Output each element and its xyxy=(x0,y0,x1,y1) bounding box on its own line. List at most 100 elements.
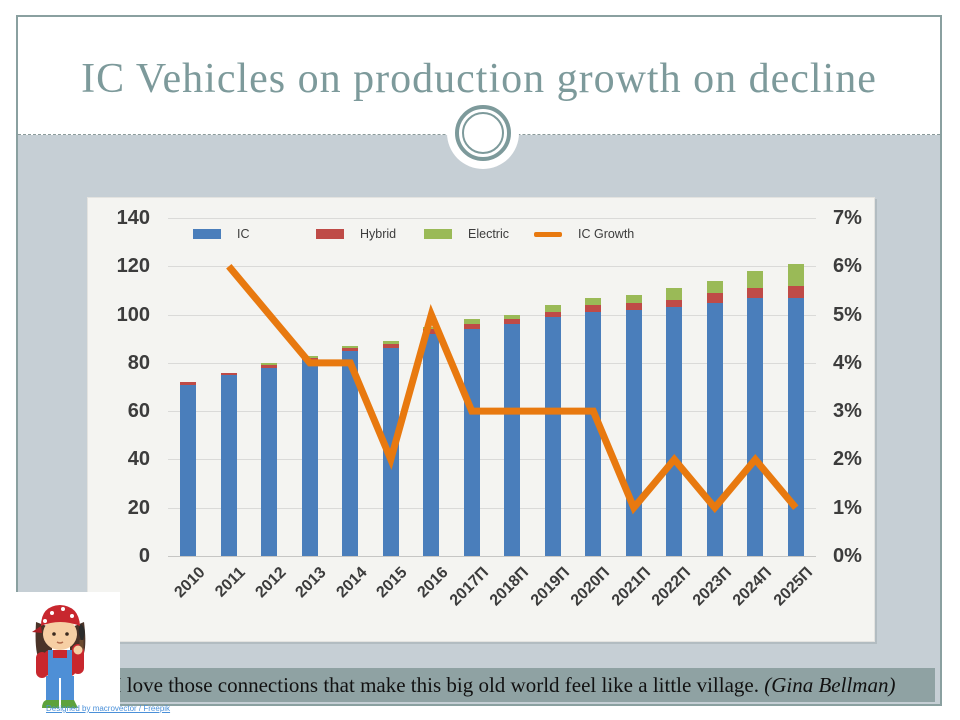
gridline xyxy=(168,218,816,219)
bar-2024П-hybrid xyxy=(747,288,764,298)
bar-2014-hybrid xyxy=(342,348,359,351)
bar-2015-hybrid xyxy=(382,343,399,349)
legend-label: IC Growth xyxy=(578,227,635,241)
legend-item-hybrid: Hybrid xyxy=(316,227,396,241)
bar-2023П-electric xyxy=(706,280,723,293)
y-axis-label-left: 60 xyxy=(127,400,150,423)
gardener-illustration xyxy=(8,592,120,712)
x-axis-label: 2012 xyxy=(252,564,290,602)
x-axis-label: 2024П xyxy=(729,564,776,610)
y-axis-label-right: 2% xyxy=(833,448,862,471)
bar-2012-ic xyxy=(261,367,278,556)
x-axis-label: 2025П xyxy=(770,564,816,610)
chart-plot-area xyxy=(168,218,816,557)
bar-2021П-electric xyxy=(625,295,642,303)
y-axis-label-right: 0% xyxy=(833,545,862,567)
y-axis-label-left: 40 xyxy=(127,448,150,471)
gridline xyxy=(168,362,816,364)
y-axis-label-left: 100 xyxy=(116,303,150,326)
bar-2024П-electric xyxy=(747,271,764,289)
y-axis-label-right: 6% xyxy=(833,255,862,278)
legend-item-ic: IC xyxy=(193,227,250,241)
chart-panel: 0 0% 20 1% 40 2% 60 3% 80 4% 100 5% 120 6% 140 7% 2010 20… xyxy=(87,197,875,642)
legend-swatch-icon xyxy=(316,229,344,239)
bar-2018П-hybrid xyxy=(504,319,521,325)
gridline xyxy=(168,556,816,557)
attribution-link[interactable]: Designed by macrovector / Freepik xyxy=(46,704,171,713)
bar-2013-electric xyxy=(301,355,318,359)
y-axis-label-right: 7% xyxy=(833,207,862,229)
bar-2014-electric xyxy=(342,345,359,349)
gridline xyxy=(168,459,816,461)
legend-swatch-icon xyxy=(534,231,562,237)
bar-2020П-electric xyxy=(585,297,602,305)
bar-2013-ic xyxy=(301,360,318,556)
slide-title: IC Vehicles on production growth on decl… xyxy=(81,56,877,102)
x-axis-label: 2013 xyxy=(292,564,330,602)
legend-label: Hybrid xyxy=(360,227,397,241)
y-axis-label-left: 120 xyxy=(116,255,150,278)
x-axis-label: 2010 xyxy=(171,564,209,602)
gardener-girl-icon xyxy=(32,605,86,708)
quote-body: I love those connections that make this … xyxy=(114,672,765,697)
x-axis-label: 2011 xyxy=(212,564,249,601)
bar-2012-hybrid xyxy=(261,365,278,368)
x-axis-label: 2017П xyxy=(446,564,492,610)
growth-line xyxy=(226,264,799,515)
y-axis-label-right: 5% xyxy=(833,303,862,326)
bar-2025П-electric xyxy=(787,263,804,286)
bar-2018П-ic xyxy=(504,324,521,556)
x-axis-label: 2018П xyxy=(486,564,533,610)
bar-2022П-ic xyxy=(666,307,683,556)
bar-2021П-hybrid xyxy=(625,302,642,310)
bar-2017П-electric xyxy=(463,319,480,325)
bar-2022П-hybrid xyxy=(666,300,683,308)
x-axis-label: 2014 xyxy=(333,564,371,602)
legend-label: IC xyxy=(237,227,250,241)
bar-2016-hybrid xyxy=(423,329,440,334)
x-axis-label: 2023П xyxy=(689,564,735,610)
gridline xyxy=(168,314,816,316)
bar-2019П-hybrid xyxy=(544,312,561,317)
gridline xyxy=(168,266,816,268)
gridline xyxy=(168,507,816,509)
y-axis-label-left: 80 xyxy=(127,351,150,374)
bar-2025П-hybrid xyxy=(787,285,804,298)
bar-2012-electric xyxy=(261,362,278,366)
bar-2025П-ic xyxy=(787,297,804,556)
bar-2010-hybrid xyxy=(180,382,197,385)
y-axis-label-right: 4% xyxy=(833,351,862,374)
bar-2024П-ic xyxy=(747,297,764,556)
legend-item-ic-growth: IC Growth xyxy=(534,227,634,241)
bar-2023П-hybrid xyxy=(706,292,723,303)
quote-text: I love those connections that make this … xyxy=(115,673,896,698)
x-axis-label: 2022П xyxy=(648,564,695,610)
quote-author: (Gina Bellman) xyxy=(764,672,896,697)
x-axis-label: 2015 xyxy=(373,564,411,602)
bar-2022П-electric xyxy=(666,288,683,301)
bar-2019П-electric xyxy=(544,304,561,313)
quote-strip: I love those connections that make this … xyxy=(75,668,935,702)
bar-2016-ic xyxy=(423,333,440,556)
divider-circle-ornament-icon xyxy=(455,105,511,161)
y-axis-label-left: 20 xyxy=(127,496,150,519)
y-axis-label-left: 140 xyxy=(116,207,150,229)
y-axis-label-right: 3% xyxy=(833,400,862,423)
bar-2019П-ic xyxy=(544,317,561,556)
x-axis-label: 2021П xyxy=(608,564,654,610)
bar-2011-ic xyxy=(220,374,237,556)
bar-2011-hybrid xyxy=(220,372,237,375)
bar-2017П-ic xyxy=(463,329,480,556)
slide-frame: IC Vehicles on production growth on decl… xyxy=(16,15,942,706)
bar-2018П-electric xyxy=(504,314,521,320)
legend-item-electric: Electric xyxy=(424,227,509,241)
bar-2016-electric xyxy=(423,326,440,330)
bar-2017П-hybrid xyxy=(463,324,480,330)
legend-swatch-icon xyxy=(193,229,221,239)
bar-2020П-ic xyxy=(585,312,602,556)
bar-2015-electric xyxy=(382,341,399,344)
y-axis-label-right: 1% xyxy=(833,496,862,519)
bar-2010-ic xyxy=(180,384,197,556)
divider-circle-inner-ring xyxy=(462,112,504,154)
